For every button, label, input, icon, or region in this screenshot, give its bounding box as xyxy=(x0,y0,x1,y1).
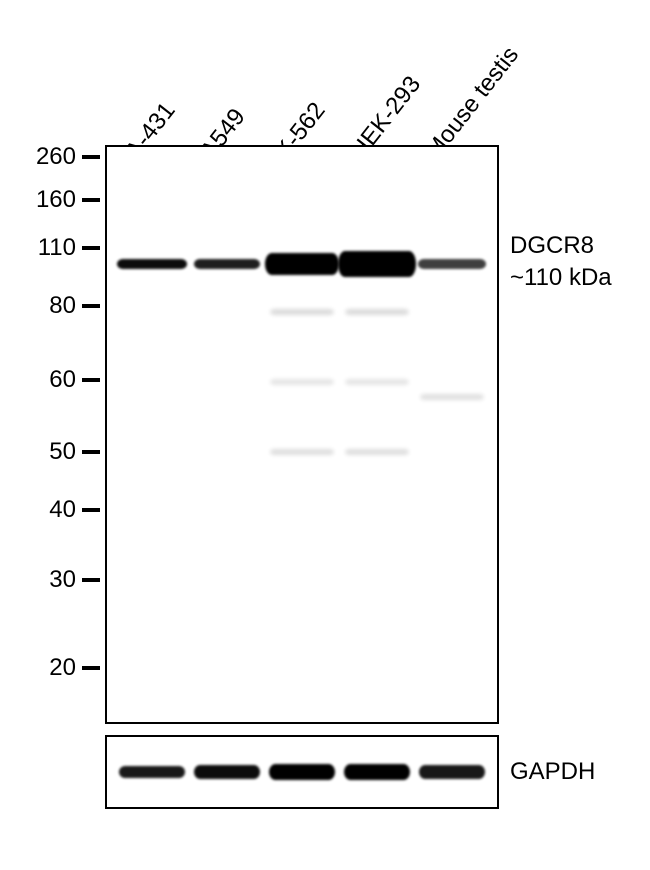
mw-tick-260 xyxy=(82,155,100,159)
gapdh-blot xyxy=(105,735,499,809)
mw-label-80: 80 xyxy=(20,292,76,320)
faint-band-0 xyxy=(270,309,334,315)
mw-label-160: 160 xyxy=(20,186,76,214)
mw-label-30: 30 xyxy=(20,566,76,594)
mw-label-60: 60 xyxy=(20,366,76,394)
western-blot-figure: A-431A549K-562HEK-293Mouse testis2601601… xyxy=(0,0,650,870)
mw-label-40: 40 xyxy=(20,496,76,524)
dgcr8-band-lane-1 xyxy=(194,259,260,269)
mw-tick-110 xyxy=(82,246,100,250)
gapdh-band-lane-4 xyxy=(419,765,485,779)
mw-tick-160 xyxy=(82,198,100,202)
faint-band-2 xyxy=(270,379,334,385)
mw-tick-30 xyxy=(82,578,100,582)
gapdh-band-lane-1 xyxy=(194,765,260,779)
dgcr8-band-lane-0 xyxy=(117,259,187,269)
faint-band-5 xyxy=(345,449,409,455)
faint-band-4 xyxy=(270,449,334,455)
faint-band-6 xyxy=(420,394,484,400)
gapdh-label: GAPDH xyxy=(510,758,595,786)
gapdh-band-lane-2 xyxy=(269,764,335,780)
faint-band-3 xyxy=(345,379,409,385)
mw-label-110: 110 xyxy=(20,234,76,262)
dgcr8-band-lane-3 xyxy=(338,251,416,277)
main-blot xyxy=(105,145,499,724)
mw-tick-60 xyxy=(82,378,100,382)
mw-label-260: 260 xyxy=(20,143,76,171)
mw-tick-40 xyxy=(82,508,100,512)
mw-label-50: 50 xyxy=(20,438,76,466)
mw-tick-80 xyxy=(82,304,100,308)
target-mw: ~110 kDa xyxy=(510,264,612,292)
mw-label-20: 20 xyxy=(20,654,76,682)
gapdh-band-lane-3 xyxy=(344,764,410,780)
faint-band-1 xyxy=(345,309,409,315)
gapdh-band-lane-0 xyxy=(119,766,185,778)
target-name: DGCR8 xyxy=(510,232,594,260)
mw-tick-50 xyxy=(82,450,100,454)
dgcr8-band-lane-2 xyxy=(265,253,339,275)
dgcr8-band-lane-4 xyxy=(418,259,486,269)
mw-tick-20 xyxy=(82,666,100,670)
